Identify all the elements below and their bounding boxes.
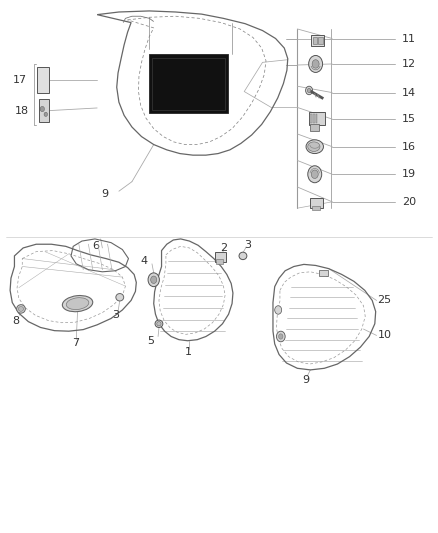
Text: 8: 8	[12, 316, 19, 326]
Ellipse shape	[308, 142, 320, 151]
Bar	[149, 54, 228, 113]
Bar	[319, 270, 328, 276]
Bar	[37, 67, 49, 93]
Circle shape	[40, 107, 45, 112]
Bar	[39, 99, 49, 122]
Bar	[311, 35, 324, 46]
Text: 25: 25	[378, 295, 392, 305]
Circle shape	[307, 88, 311, 93]
Text: 20: 20	[402, 197, 416, 207]
Ellipse shape	[155, 320, 163, 327]
Bar	[152, 58, 225, 110]
Circle shape	[312, 60, 319, 68]
Circle shape	[279, 334, 283, 339]
Text: 6: 6	[92, 241, 99, 252]
Text: 19: 19	[402, 169, 416, 179]
Bar	[313, 37, 318, 44]
Bar	[316, 114, 318, 123]
Text: 11: 11	[402, 34, 416, 44]
Text: 16: 16	[402, 142, 416, 152]
Bar	[311, 114, 312, 123]
Text: 10: 10	[378, 330, 392, 341]
Circle shape	[309, 55, 322, 72]
Circle shape	[308, 166, 322, 183]
Text: 9: 9	[303, 375, 310, 385]
Text: 14: 14	[402, 87, 416, 98]
Text: 5: 5	[147, 336, 154, 346]
Ellipse shape	[239, 252, 247, 260]
Circle shape	[311, 170, 318, 179]
Bar	[216, 259, 223, 264]
Bar	[313, 114, 315, 123]
Circle shape	[276, 331, 285, 342]
Text: 18: 18	[15, 106, 29, 116]
Circle shape	[306, 86, 313, 95]
Circle shape	[275, 306, 282, 314]
Text: 3: 3	[244, 240, 251, 251]
Text: 4: 4	[141, 256, 148, 266]
Bar	[215, 252, 226, 262]
Bar	[311, 198, 322, 208]
Text: 9: 9	[102, 189, 109, 199]
Ellipse shape	[62, 295, 93, 312]
Bar	[310, 124, 319, 131]
Text: 12: 12	[402, 59, 416, 69]
Ellipse shape	[116, 294, 124, 301]
Bar	[318, 37, 322, 44]
Circle shape	[151, 276, 157, 284]
Bar	[312, 206, 320, 211]
Text: 17: 17	[13, 75, 27, 85]
Circle shape	[44, 112, 47, 116]
Ellipse shape	[157, 321, 161, 326]
Text: 7: 7	[72, 338, 79, 349]
Bar	[309, 112, 325, 125]
Ellipse shape	[17, 305, 25, 313]
Text: 1: 1	[185, 348, 192, 358]
Ellipse shape	[66, 298, 89, 310]
Ellipse shape	[306, 140, 323, 154]
Circle shape	[148, 273, 159, 287]
Text: 2: 2	[220, 243, 227, 253]
Text: 15: 15	[402, 114, 416, 124]
Ellipse shape	[18, 306, 24, 311]
Text: 3: 3	[113, 310, 120, 320]
